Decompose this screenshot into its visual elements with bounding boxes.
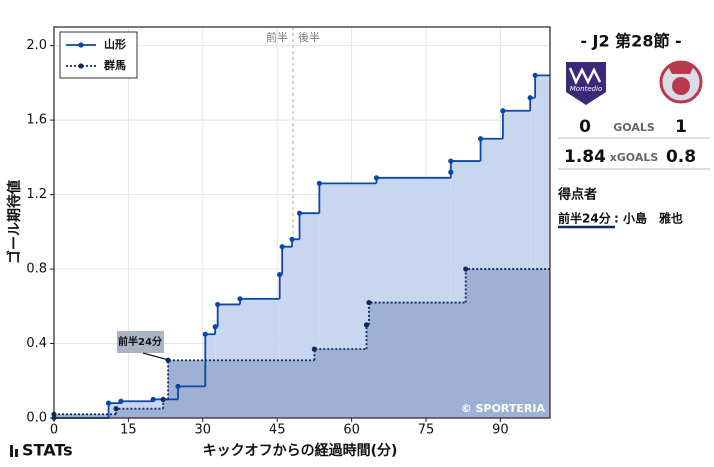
- point: [363, 322, 370, 328]
- point: [160, 396, 166, 402]
- x-tick-label: 75: [418, 423, 435, 438]
- step-segment: [313, 348, 367, 361]
- point: [373, 175, 379, 181]
- point: [448, 158, 454, 164]
- area-fill: [54, 414, 116, 418]
- legend-marker: [78, 42, 84, 48]
- home-goals: 0: [579, 117, 591, 137]
- brand-icon: [15, 449, 18, 457]
- area-fill: [168, 360, 315, 418]
- plot-frame: [53, 26, 551, 419]
- x-tick-label: 60: [343, 423, 360, 438]
- point: [477, 136, 484, 142]
- point: [105, 400, 112, 406]
- point: [150, 396, 156, 402]
- away-goals: 1: [675, 117, 687, 137]
- away-crest-detail: [672, 77, 690, 95]
- x-tick-label: 45: [269, 423, 286, 438]
- scorer-name: : 小島 雅也: [614, 211, 683, 226]
- brand: STATs: [22, 441, 73, 460]
- half-label: 前半: [266, 30, 288, 44]
- point: [448, 169, 454, 175]
- x-tick-label: 0: [50, 423, 58, 438]
- home-xg: 1.84: [564, 147, 606, 167]
- goals-label: GOALS: [613, 121, 655, 134]
- point: [165, 357, 171, 363]
- area-fill: [279, 274, 283, 418]
- point: [532, 72, 538, 79]
- brand-icon: [10, 445, 13, 457]
- credit: © SPORTERIA: [461, 402, 546, 415]
- home-crest-detail: [568, 67, 602, 85]
- x-tick-label: 30: [195, 423, 212, 438]
- x-tick-label: 15: [120, 423, 137, 438]
- home-logo-text: Montedio: [570, 85, 602, 93]
- scorer-time: 前半24分: [558, 211, 611, 226]
- xg-label: xGOALS: [610, 151, 659, 164]
- annotation-box: [117, 331, 164, 353]
- half-label: 後半: [298, 30, 320, 44]
- home-logo: Montedio: [566, 62, 606, 105]
- y-tick-label: 1.2: [26, 187, 47, 202]
- point: [175, 383, 181, 389]
- area-fill: [282, 246, 293, 418]
- y-tick-label: 0.8: [26, 262, 47, 277]
- scorers-title: 得点者: [557, 187, 597, 203]
- area-fill: [116, 408, 164, 418]
- point: [212, 324, 218, 330]
- y-tick-label: 2.0: [26, 38, 47, 53]
- y-tick-label: 0.0: [26, 411, 47, 426]
- step-segment: [167, 359, 315, 400]
- point: [289, 236, 295, 242]
- area-layer: [54, 269, 550, 418]
- legend-marker: [78, 63, 84, 69]
- area-fill: [530, 97, 536, 418]
- away-xg: 0.8: [666, 147, 696, 167]
- away-logo: [659, 60, 703, 104]
- legend-label: 山形: [104, 37, 126, 51]
- y-axis-label: ゴール期待値: [6, 180, 23, 264]
- area-fill: [163, 399, 169, 418]
- area-fill: [292, 239, 300, 418]
- legend-box: [59, 31, 138, 79]
- y-tick-label: 1.6: [26, 113, 47, 128]
- series-line: [51, 72, 550, 421]
- legend-label: 群馬: [103, 58, 126, 72]
- area-fill: [465, 269, 550, 418]
- x-axis-label: キックオフからの経過時間(分): [203, 442, 398, 459]
- round: - J2 第28節 -: [580, 32, 681, 51]
- area-fill: [366, 324, 369, 418]
- point: [237, 296, 243, 302]
- point: [311, 346, 317, 352]
- point: [277, 272, 283, 278]
- point: [113, 406, 119, 412]
- point: [527, 95, 533, 101]
- point: [215, 301, 221, 308]
- point: [366, 299, 372, 306]
- point: [500, 108, 506, 114]
- area-fill: [368, 302, 466, 418]
- area-fill: [314, 349, 367, 418]
- home-crest: [566, 62, 606, 105]
- point: [279, 244, 285, 250]
- series-line: [51, 266, 550, 417]
- x-tick-label: 90: [492, 423, 509, 438]
- point: [118, 398, 124, 404]
- annotation: 前半24分: [118, 335, 162, 348]
- point: [296, 210, 303, 216]
- y-tick-label: 0.4: [26, 336, 47, 351]
- point: [202, 331, 208, 337]
- annotation-arrow: [142, 352, 167, 360]
- away-crest-detail: [668, 61, 694, 74]
- point: [316, 180, 322, 186]
- point: [463, 266, 469, 272]
